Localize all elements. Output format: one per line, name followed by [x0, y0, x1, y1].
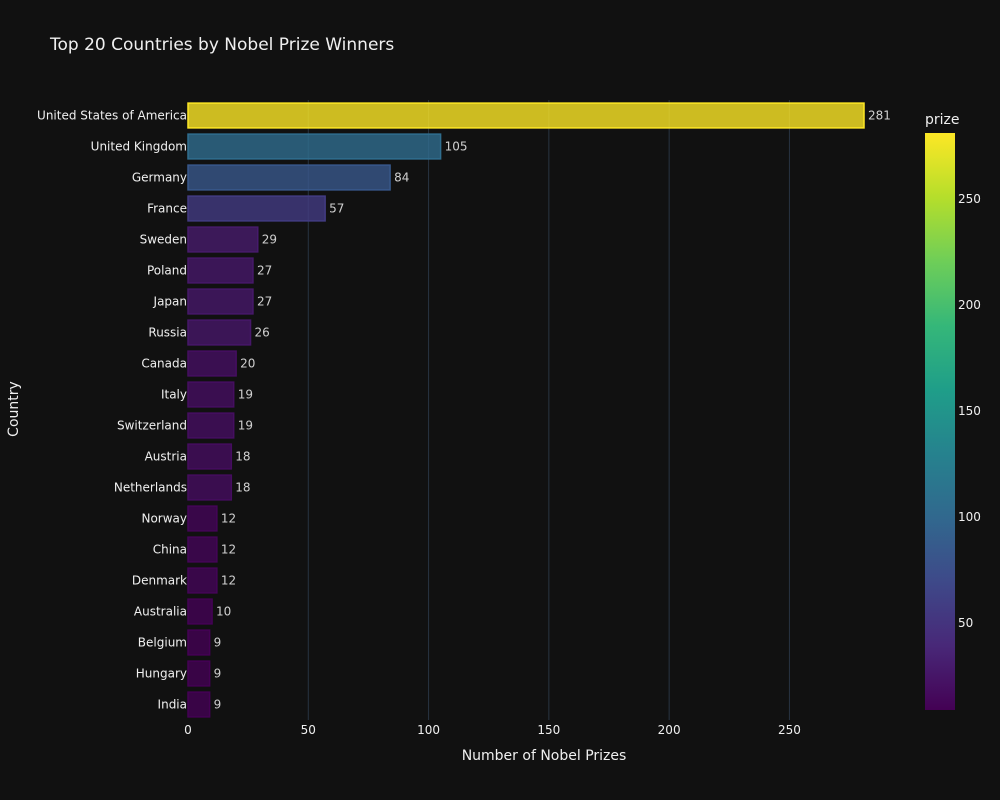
bar-value-label: 27 [257, 295, 272, 309]
bar-value-labels: 281 105 84 57 29 27 27 26 20 19 19 18 18 12 12 12 10 9 9 9 [214, 109, 891, 712]
colorbar-tick-label: 250 [958, 192, 981, 206]
y-tick-label: Austria [145, 450, 187, 464]
x-tick-label: 200 [658, 723, 681, 737]
colorbar-ticks: 50 100 150 200 250 [958, 192, 981, 630]
bar[interactable] [187, 412, 235, 439]
bar[interactable] [187, 350, 237, 377]
bar[interactable] [187, 288, 254, 315]
x-axis-title: Number of Nobel Prizes [462, 748, 627, 764]
bar[interactable] [187, 567, 218, 594]
bar-value-label: 12 [221, 574, 236, 588]
bar-layer [187, 102, 865, 718]
x-tick-label: 150 [537, 723, 560, 737]
bar-value-label: 281 [868, 109, 891, 123]
bar-value-label: 20 [240, 357, 255, 371]
bar-value-label: 9 [214, 636, 222, 650]
bar-value-label: 19 [238, 419, 253, 433]
colorbar-tick-label: 50 [958, 616, 973, 630]
colorbar-tick-label: 150 [958, 404, 981, 418]
y-tick-label: Australia [134, 605, 187, 619]
x-tick-label: 250 [778, 723, 801, 737]
colorbar-tick-label: 100 [958, 510, 981, 524]
chart-title: Top 20 Countries by Nobel Prize Winners [49, 35, 394, 55]
y-tick-label: United States of America [37, 109, 187, 123]
bar-value-label: 29 [262, 233, 277, 247]
bar-value-label: 18 [235, 481, 250, 495]
bar[interactable] [187, 164, 391, 191]
bar-value-label: 12 [221, 543, 236, 557]
bar[interactable] [187, 381, 235, 408]
colorbar-tick-label: 200 [958, 298, 981, 312]
y-tick-label: Hungary [136, 667, 187, 681]
grid-layer [307, 100, 790, 720]
y-tick-label: Italy [161, 388, 187, 402]
bar-value-label: 19 [238, 388, 253, 402]
y-tick-label: Switzerland [117, 419, 187, 433]
y-tick-label: China [153, 543, 187, 557]
bar-value-label: 26 [255, 326, 270, 340]
colorbar: prize 50 100 150 200 250 [925, 112, 981, 710]
bar-value-label: 9 [214, 667, 222, 681]
y-tick-label: Denmark [132, 574, 187, 588]
y-tick-label: France [147, 202, 187, 216]
colorbar-title: prize [925, 112, 960, 128]
bar[interactable] [187, 474, 233, 501]
bar[interactable] [187, 195, 326, 222]
bar-value-label: 9 [214, 698, 222, 712]
y-tick-labels: United States of America United Kingdom Ge… [37, 109, 187, 712]
bar-value-label: 27 [257, 264, 272, 278]
bar-value-label: 84 [394, 171, 409, 185]
x-tick-labels: 0 50 100 150 200 250 [184, 723, 801, 737]
y-tick-label: Norway [141, 512, 187, 526]
bar-value-label: 105 [445, 140, 468, 154]
y-tick-label: Poland [147, 264, 187, 278]
bar[interactable] [187, 133, 442, 160]
y-axis-title: Country [6, 381, 22, 437]
bar[interactable] [187, 629, 211, 656]
bar-value-label: 10 [216, 605, 231, 619]
y-tick-label: United Kingdom [91, 140, 187, 154]
bar-value-label: 18 [235, 450, 250, 464]
bar[interactable] [187, 319, 252, 346]
y-tick-label: Germany [132, 171, 187, 185]
bar[interactable] [187, 660, 211, 687]
y-tick-label: Sweden [140, 233, 187, 247]
bar[interactable] [187, 505, 218, 532]
bar-value-label: 57 [329, 202, 344, 216]
bar[interactable] [187, 443, 233, 470]
y-tick-label: Belgium [138, 636, 187, 650]
bar[interactable] [187, 226, 259, 253]
bar[interactable] [187, 257, 254, 284]
bar[interactable] [187, 102, 865, 129]
y-tick-label: Canada [141, 357, 187, 371]
colorbar-gradient [925, 133, 955, 710]
x-tick-label: 100 [417, 723, 440, 737]
y-tick-label: Russia [148, 326, 187, 340]
bar-value-label: 12 [221, 512, 236, 526]
bar[interactable] [187, 536, 218, 563]
bar[interactable] [187, 691, 211, 718]
y-tick-label: Netherlands [114, 481, 187, 495]
y-tick-label: Japan [153, 295, 187, 309]
x-tick-label: 50 [301, 723, 316, 737]
bar[interactable] [187, 598, 213, 625]
x-tick-label: 0 [184, 723, 192, 737]
y-tick-label: India [158, 698, 187, 712]
